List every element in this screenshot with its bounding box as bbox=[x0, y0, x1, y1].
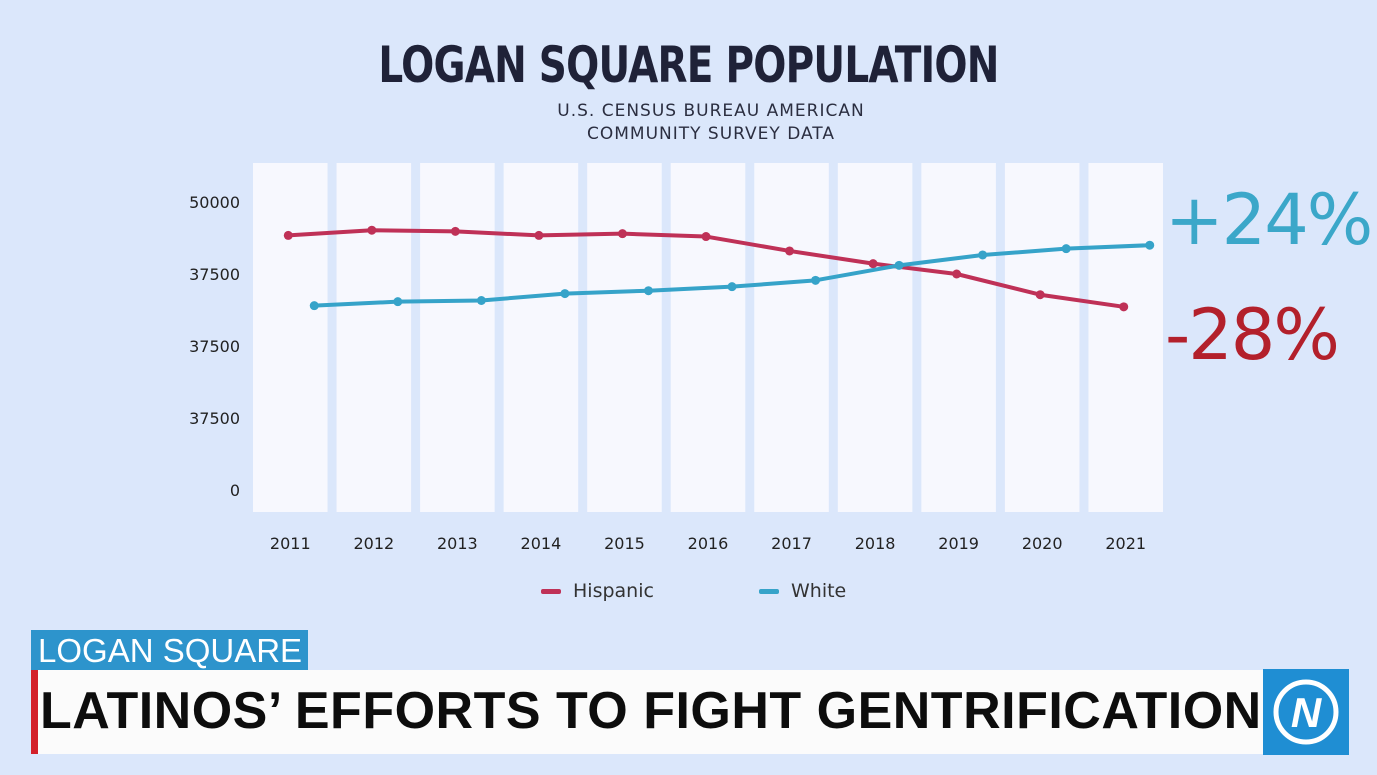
chart-subtitle: U.S. CENSUS BUREAU AMERICAN COMMUNITY SU… bbox=[0, 100, 1377, 146]
data-point-white bbox=[894, 260, 904, 270]
data-point-white bbox=[393, 297, 403, 307]
data-point-hispanic bbox=[283, 230, 293, 240]
network-logo-icon: N bbox=[1273, 679, 1339, 745]
network-logo-letter: N bbox=[1291, 689, 1323, 736]
data-point-hispanic bbox=[534, 230, 544, 240]
data-point-hispanic bbox=[952, 269, 962, 279]
column-band bbox=[921, 163, 996, 512]
x-tick-label: 2017 bbox=[771, 534, 812, 553]
x-tick-label: 2011 bbox=[270, 534, 311, 553]
legend-item-white: White bbox=[759, 580, 846, 602]
data-point-hispanic bbox=[1035, 290, 1045, 300]
data-point-white bbox=[560, 289, 570, 299]
x-tick-label: 2015 bbox=[604, 534, 645, 553]
x-tick-label: 2016 bbox=[688, 534, 729, 553]
data-point-white bbox=[476, 295, 486, 305]
legend-label-white: White bbox=[791, 580, 847, 602]
location-tag: LOGAN SQUARE bbox=[31, 630, 309, 671]
population-line-chart: 50000 37500 37500 37500 0 2011 2012 2013 2014 201… bbox=[189, 163, 1163, 553]
data-point-hispanic bbox=[785, 246, 795, 256]
data-point-white bbox=[1145, 240, 1155, 250]
column-band bbox=[837, 163, 913, 512]
column-band bbox=[587, 163, 662, 512]
column-band bbox=[336, 163, 412, 512]
legend-swatch-hispanic bbox=[541, 588, 561, 594]
data-point-white bbox=[643, 286, 653, 296]
headline-bar bbox=[31, 670, 1265, 754]
column-band bbox=[503, 163, 579, 512]
data-point-hispanic bbox=[617, 229, 627, 239]
data-point-hispanic bbox=[701, 232, 711, 242]
column-band bbox=[1004, 163, 1080, 512]
legend-label-hispanic: Hispanic bbox=[573, 580, 654, 602]
chart-subtitle-line-2: COMMUNITY SURVEY DATA bbox=[586, 124, 835, 144]
x-tick-label: 2014 bbox=[521, 534, 562, 553]
chart-title: LOGAN SQUARE POPULATION bbox=[378, 36, 999, 94]
column-band bbox=[670, 163, 746, 512]
y-tick-label: 50000 bbox=[189, 193, 240, 212]
y-tick-label: 37500 bbox=[189, 409, 240, 428]
data-point-hispanic bbox=[450, 226, 460, 236]
column-band bbox=[754, 163, 829, 512]
column-band bbox=[253, 163, 328, 512]
data-point-white bbox=[978, 250, 988, 260]
column-band bbox=[420, 163, 495, 512]
data-point-white bbox=[309, 301, 319, 311]
x-tick-label: 2020 bbox=[1022, 534, 1063, 553]
y-tick-label: 0 bbox=[230, 481, 240, 500]
data-point-hispanic bbox=[868, 259, 878, 269]
y-tick-label: 37500 bbox=[189, 265, 240, 284]
x-tick-label: 2021 bbox=[1105, 534, 1146, 553]
data-point-white bbox=[811, 275, 821, 285]
data-point-white bbox=[727, 282, 737, 292]
x-tick-label: 2013 bbox=[437, 534, 478, 553]
column-band bbox=[1088, 163, 1163, 512]
x-tick-label: 2012 bbox=[353, 534, 394, 553]
chart-subtitle-line-1: U.S. CENSUS BUREAU AMERICAN bbox=[557, 101, 865, 121]
headline-text: LATINOS’ EFFORTS TO FIGHT GENTRIFICATION bbox=[40, 682, 1262, 740]
hispanic-change-annotation: -28% bbox=[1165, 294, 1340, 376]
network-logo: N bbox=[1263, 669, 1349, 755]
data-point-white bbox=[1061, 244, 1071, 254]
y-tick-label: 37500 bbox=[189, 337, 240, 356]
data-point-hispanic bbox=[1119, 302, 1129, 312]
data-point-hispanic bbox=[367, 225, 377, 235]
white-change-annotation: +24% bbox=[1165, 179, 1373, 261]
x-tick-label: 2018 bbox=[855, 534, 896, 553]
legend-swatch-white bbox=[759, 588, 779, 594]
x-tick-label: 2019 bbox=[938, 534, 979, 553]
legend-item-hispanic: Hispanic bbox=[541, 580, 654, 602]
